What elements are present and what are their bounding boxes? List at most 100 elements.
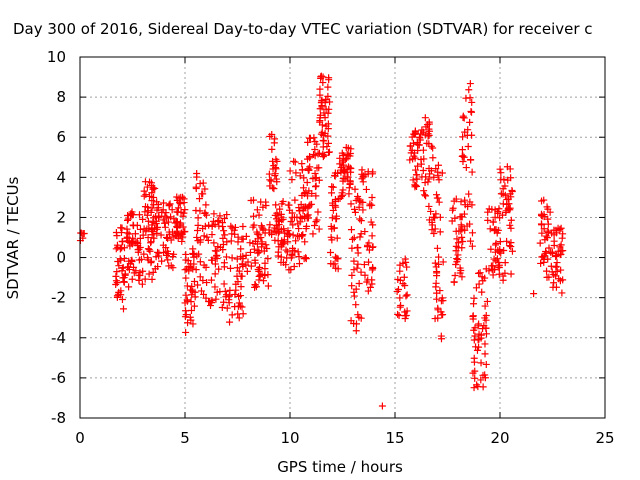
data-point bbox=[289, 245, 297, 253]
data-point bbox=[368, 280, 376, 288]
data-point bbox=[471, 332, 479, 340]
data-point bbox=[488, 265, 496, 273]
data-point bbox=[119, 264, 127, 272]
data-point bbox=[231, 290, 239, 298]
data-point bbox=[271, 172, 279, 180]
data-point bbox=[162, 244, 170, 252]
data-point bbox=[483, 297, 491, 305]
data-point bbox=[121, 270, 129, 278]
data-point bbox=[361, 271, 369, 279]
data-point bbox=[435, 260, 443, 268]
data-point bbox=[300, 184, 308, 192]
data-point bbox=[433, 295, 441, 303]
data-point bbox=[348, 282, 356, 290]
data-point bbox=[471, 374, 479, 382]
data-point bbox=[221, 231, 229, 239]
data-point bbox=[227, 222, 235, 230]
axis-ticks bbox=[79, 56, 606, 419]
data-point bbox=[139, 215, 147, 223]
data-point bbox=[473, 381, 481, 389]
data-point bbox=[325, 105, 333, 113]
data-point bbox=[260, 277, 268, 285]
data-point bbox=[350, 292, 358, 300]
data-point bbox=[253, 240, 261, 248]
data-point bbox=[436, 213, 444, 221]
data-point bbox=[538, 229, 546, 237]
data-point bbox=[393, 287, 401, 295]
data-point bbox=[318, 103, 326, 111]
data-point bbox=[368, 170, 376, 178]
data-point bbox=[423, 121, 431, 129]
data-point bbox=[143, 183, 151, 191]
y-tick-label: -6 bbox=[51, 369, 66, 387]
data-point bbox=[284, 201, 292, 209]
data-point bbox=[296, 172, 304, 180]
data-point bbox=[326, 98, 334, 106]
data-point bbox=[182, 328, 190, 336]
data-point bbox=[181, 206, 189, 214]
data-point bbox=[141, 275, 149, 283]
data-point bbox=[259, 225, 267, 233]
data-point bbox=[507, 174, 515, 182]
data-point bbox=[471, 367, 479, 375]
data-point bbox=[341, 169, 349, 177]
data-point bbox=[126, 211, 134, 219]
data-point bbox=[316, 114, 324, 122]
data-point bbox=[257, 234, 265, 242]
data-point bbox=[507, 270, 515, 278]
data-point bbox=[458, 233, 466, 241]
data-point bbox=[287, 266, 295, 274]
data-point bbox=[237, 245, 245, 253]
data-point bbox=[149, 184, 157, 192]
data-point bbox=[415, 141, 423, 149]
data-point bbox=[352, 301, 360, 309]
data-point bbox=[433, 268, 441, 276]
data-point bbox=[226, 318, 234, 326]
data-point bbox=[112, 280, 120, 288]
data-point bbox=[306, 153, 314, 161]
data-point bbox=[150, 193, 158, 201]
data-point bbox=[204, 236, 212, 244]
data-point bbox=[552, 252, 560, 260]
data-point bbox=[255, 248, 263, 256]
data-point bbox=[163, 214, 171, 222]
data-point bbox=[203, 279, 211, 287]
data-point bbox=[193, 233, 201, 241]
data-point bbox=[435, 198, 443, 206]
data-point bbox=[427, 207, 435, 215]
data-point bbox=[542, 232, 550, 240]
data-point bbox=[295, 207, 303, 215]
x-axis-tick-labels: 0 5 10 15 20 25 bbox=[75, 429, 614, 447]
data-point bbox=[148, 197, 156, 205]
data-point bbox=[484, 216, 492, 224]
data-point bbox=[452, 195, 460, 203]
data-point bbox=[290, 157, 298, 165]
data-point bbox=[220, 263, 228, 271]
data-point bbox=[416, 134, 424, 142]
data-point bbox=[140, 187, 148, 195]
data-point bbox=[541, 252, 549, 260]
data-point bbox=[300, 203, 308, 211]
data-point bbox=[124, 215, 132, 223]
data-point bbox=[119, 274, 127, 282]
data-point bbox=[458, 273, 466, 281]
data-point bbox=[332, 203, 340, 211]
data-point bbox=[272, 201, 280, 209]
data-point bbox=[210, 210, 218, 218]
data-point bbox=[468, 168, 476, 176]
data-point bbox=[468, 98, 476, 106]
data-point bbox=[295, 260, 303, 268]
data-point bbox=[403, 263, 411, 271]
data-point bbox=[183, 296, 191, 304]
data-point bbox=[251, 281, 259, 289]
data-point bbox=[489, 218, 497, 226]
data-point bbox=[216, 212, 224, 220]
data-point bbox=[495, 270, 503, 278]
data-point bbox=[286, 167, 294, 175]
data-point bbox=[347, 200, 355, 208]
data-point bbox=[112, 228, 120, 236]
y-tick-label: -2 bbox=[51, 289, 66, 307]
data-point bbox=[458, 152, 466, 160]
y-tick-label: -8 bbox=[51, 409, 66, 427]
data-point bbox=[350, 257, 358, 265]
